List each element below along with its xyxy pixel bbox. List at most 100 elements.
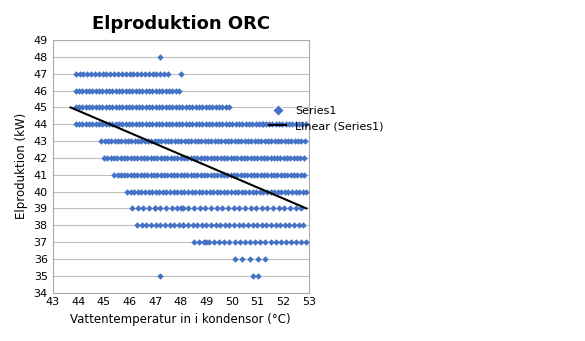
Point	[158, 121, 167, 127]
Point	[195, 206, 204, 211]
Point	[256, 172, 266, 178]
Point	[139, 172, 149, 178]
Point	[143, 172, 152, 178]
Point	[219, 155, 229, 161]
Point	[240, 239, 250, 245]
Point	[147, 189, 157, 194]
Point	[199, 239, 208, 245]
Point	[276, 155, 285, 161]
Point	[170, 223, 179, 228]
Point	[280, 189, 290, 194]
Point	[279, 155, 288, 161]
Point	[143, 138, 153, 144]
Point	[91, 121, 101, 127]
Point	[191, 121, 200, 127]
Point	[114, 121, 123, 127]
Point	[144, 121, 154, 127]
Point	[229, 223, 239, 228]
Point	[160, 71, 169, 76]
Point	[273, 172, 282, 178]
Point	[90, 71, 99, 76]
Point	[101, 121, 111, 127]
Point	[221, 105, 230, 110]
Point	[167, 138, 176, 144]
Point	[194, 105, 204, 110]
Point	[139, 155, 149, 161]
Point	[236, 172, 246, 178]
Point	[302, 189, 311, 194]
Point	[228, 121, 237, 127]
Point	[239, 155, 249, 161]
Point	[296, 155, 305, 161]
Point	[98, 88, 107, 93]
Point	[71, 71, 80, 76]
Point	[161, 206, 171, 211]
Point	[194, 121, 204, 127]
Point	[176, 206, 185, 211]
Point	[223, 172, 232, 178]
Point	[156, 223, 165, 228]
Point	[133, 172, 142, 178]
Point	[171, 121, 180, 127]
Point	[225, 239, 234, 245]
Point	[165, 223, 174, 228]
Point	[81, 121, 91, 127]
Point	[201, 121, 211, 127]
Point	[251, 121, 260, 127]
Point	[169, 189, 178, 194]
Point	[249, 155, 259, 161]
Point	[233, 189, 243, 194]
Point	[135, 121, 144, 127]
Point	[125, 105, 134, 110]
Point	[257, 121, 267, 127]
Point	[205, 189, 214, 194]
Point	[141, 88, 150, 93]
Point	[187, 189, 196, 194]
Point	[291, 121, 300, 127]
Point	[143, 155, 152, 161]
Point	[299, 155, 308, 161]
Point	[140, 71, 150, 76]
Point	[150, 206, 160, 211]
Point	[118, 88, 127, 93]
Point	[128, 105, 137, 110]
Point	[261, 223, 271, 228]
Point	[171, 105, 180, 110]
Point	[237, 189, 246, 194]
Point	[123, 138, 133, 144]
Point	[98, 71, 107, 76]
Point	[300, 138, 309, 144]
Point	[252, 206, 261, 211]
Point	[266, 189, 275, 194]
Point	[207, 206, 216, 211]
Point	[84, 105, 94, 110]
Point	[235, 239, 245, 245]
Point	[121, 105, 130, 110]
Point	[212, 206, 221, 211]
Point	[154, 105, 164, 110]
Point	[214, 121, 223, 127]
Point	[151, 189, 160, 194]
Point	[253, 223, 262, 228]
Point	[280, 206, 289, 211]
Point	[264, 121, 274, 127]
Point	[74, 105, 84, 110]
Point	[173, 206, 182, 211]
Point	[106, 71, 115, 76]
Point	[106, 138, 116, 144]
Point	[94, 105, 104, 110]
Point	[100, 138, 109, 144]
Point	[196, 155, 205, 161]
Point	[281, 239, 291, 245]
Point	[266, 239, 275, 245]
Point	[199, 155, 208, 161]
Point	[146, 172, 156, 178]
Point	[180, 189, 189, 194]
Point	[263, 172, 272, 178]
Point	[84, 121, 94, 127]
Point	[283, 138, 292, 144]
Point	[110, 138, 119, 144]
Point	[160, 138, 169, 144]
Point	[287, 189, 297, 194]
Point	[216, 172, 225, 178]
